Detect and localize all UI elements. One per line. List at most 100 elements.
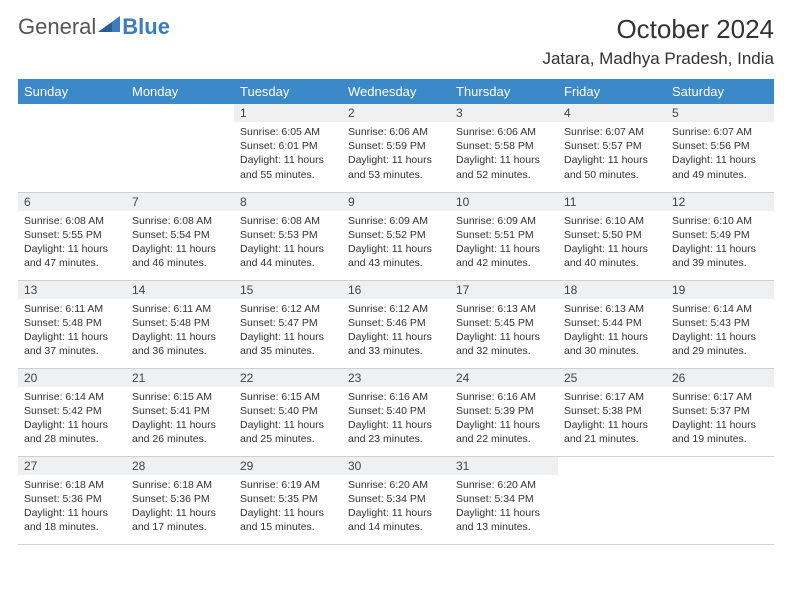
sunset-line: Sunset: 5:58 PM [456,139,552,153]
sunrise-line: Sunrise: 6:07 AM [672,125,768,139]
calendar-row: ....1Sunrise: 6:05 AMSunset: 6:01 PMDayl… [18,104,774,192]
sunset-line: Sunset: 5:36 PM [132,492,228,506]
calendar-cell: 3Sunrise: 6:06 AMSunset: 5:58 PMDaylight… [450,104,558,192]
calendar-cell: 21 Sunrise: 6:15 AMSunset: 5:41 PMDayligh… [126,368,234,456]
calendar-cell: 16Sunrise: 6:12 AMSunset: 5:46 PMDayligh… [342,280,450,368]
daylight-line: Daylight: 11 hours and 32 minutes. [456,330,552,358]
sunrise-line: Sunrise: 6:17 AM [672,390,768,404]
day-header: Friday [558,79,666,104]
day-number: 19 [666,281,774,299]
daylight-line: Daylight: 11 hours and 18 minutes. [24,506,120,534]
day-number: 21 [126,369,234,387]
day-details: Sunrise: 6:19 AMSunset: 5:35 PMDaylight:… [234,475,342,541]
month-title: October 2024 [542,14,774,45]
daylight-line: Daylight: 11 hours and 44 minutes. [240,242,336,270]
calendar-cell: 8Sunrise: 6:08 AMSunset: 5:53 PMDaylight… [234,192,342,280]
calendar-cell: 25Sunrise: 6:17 AMSunset: 5:38 PMDayligh… [558,368,666,456]
sunset-line: Sunset: 5:55 PM [24,228,120,242]
day-details: Sunrise: 6:12 AMSunset: 5:46 PMDaylight:… [342,299,450,365]
day-number: 24 [450,369,558,387]
day-number: 23 [342,369,450,387]
logo-text-1: General [18,14,96,40]
sunset-line: Sunset: 5:37 PM [672,404,768,418]
day-details: Sunrise: 6:11 AMSunset: 5:48 PMDaylight:… [126,299,234,365]
day-details: Sunrise: 6:08 AMSunset: 5:53 PMDaylight:… [234,211,342,277]
calendar-row: 6Sunrise: 6:08 AMSunset: 5:55 PMDaylight… [18,192,774,280]
daylight-line: Daylight: 11 hours and 55 minutes. [240,153,336,181]
sunset-line: Sunset: 5:48 PM [132,316,228,330]
daylight-line: Daylight: 11 hours and 26 minutes. [132,418,228,446]
sunrise-line: Sunrise: 6:10 AM [564,214,660,228]
daylight-line: Daylight: 11 hours and 35 minutes. [240,330,336,358]
calendar-cell: 6Sunrise: 6:08 AMSunset: 5:55 PMDaylight… [18,192,126,280]
day-header: Tuesday [234,79,342,104]
sunrise-line: Sunrise: 6:13 AM [456,302,552,316]
sunrise-line: Sunrise: 6:08 AM [132,214,228,228]
logo-text-2: Blue [122,14,170,40]
calendar-cell: .. [18,104,126,192]
sunset-line: Sunset: 5:39 PM [456,404,552,418]
sunrise-line: Sunrise: 6:14 AM [24,390,120,404]
day-number: 13 [18,281,126,299]
calendar-cell: 7Sunrise: 6:08 AMSunset: 5:54 PMDaylight… [126,192,234,280]
sunrise-line: Sunrise: 6:10 AM [672,214,768,228]
sunset-line: Sunset: 5:34 PM [456,492,552,506]
day-number: 18 [558,281,666,299]
sunset-line: Sunset: 5:51 PM [456,228,552,242]
sunset-line: Sunset: 5:46 PM [348,316,444,330]
sunrise-line: Sunrise: 6:08 AM [240,214,336,228]
day-number: 27 [18,457,126,475]
calendar-cell: 10Sunrise: 6:09 AMSunset: 5:51 PMDayligh… [450,192,558,280]
daylight-line: Daylight: 11 hours and 39 minutes. [672,242,768,270]
calendar-cell: 13Sunrise: 6:11 AMSunset: 5:48 PMDayligh… [18,280,126,368]
daylight-line: Daylight: 11 hours and 29 minutes. [672,330,768,358]
logo-icon [98,14,120,40]
day-details: Sunrise: 6:14 AMSunset: 5:43 PMDaylight:… [666,299,774,365]
daylight-line: Daylight: 11 hours and 43 minutes. [348,242,444,270]
day-details: Sunrise: 6:18 AMSunset: 5:36 PMDaylight:… [18,475,126,541]
calendar-cell: 29Sunrise: 6:19 AMSunset: 5:35 PMDayligh… [234,456,342,544]
sunset-line: Sunset: 5:40 PM [240,404,336,418]
daylight-line: Daylight: 11 hours and 52 minutes. [456,153,552,181]
calendar-cell: 15Sunrise: 6:12 AMSunset: 5:47 PMDayligh… [234,280,342,368]
sunset-line: Sunset: 5:42 PM [24,404,120,418]
day-header: Thursday [450,79,558,104]
sunset-line: Sunset: 5:41 PM [132,404,228,418]
sunset-line: Sunset: 5:53 PM [240,228,336,242]
sunset-line: Sunset: 5:50 PM [564,228,660,242]
sunset-line: Sunset: 5:43 PM [672,316,768,330]
day-number: 17 [450,281,558,299]
sunset-line: Sunset: 5:57 PM [564,139,660,153]
sunset-line: Sunset: 6:01 PM [240,139,336,153]
sunrise-line: Sunrise: 6:05 AM [240,125,336,139]
day-number: 11 [558,193,666,211]
calendar-cell: 11Sunrise: 6:10 AMSunset: 5:50 PMDayligh… [558,192,666,280]
day-details: Sunrise: 6:20 AMSunset: 5:34 PMDaylight:… [450,475,558,541]
daylight-line: Daylight: 11 hours and 40 minutes. [564,242,660,270]
sunrise-line: Sunrise: 6:06 AM [348,125,444,139]
daylight-line: Daylight: 11 hours and 49 minutes. [672,153,768,181]
sunrise-line: Sunrise: 6:08 AM [24,214,120,228]
sunset-line: Sunset: 5:47 PM [240,316,336,330]
sunrise-line: Sunrise: 6:06 AM [456,125,552,139]
sunset-line: Sunset: 5:34 PM [348,492,444,506]
day-details: Sunrise: 6:07 AMSunset: 5:57 PMDaylight:… [558,122,666,188]
sunrise-line: Sunrise: 6:13 AM [564,302,660,316]
day-details: Sunrise: 6:06 AMSunset: 5:58 PMDaylight:… [450,122,558,188]
sunset-line: Sunset: 5:45 PM [456,316,552,330]
sunrise-line: Sunrise: 6:15 AM [132,390,228,404]
day-number: 26 [666,369,774,387]
logo: General Blue [18,14,170,40]
day-details: Sunrise: 6:10 AMSunset: 5:50 PMDaylight:… [558,211,666,277]
day-header: Monday [126,79,234,104]
day-details: Sunrise: 6:09 AMSunset: 5:51 PMDaylight:… [450,211,558,277]
daylight-line: Daylight: 11 hours and 19 minutes. [672,418,768,446]
day-details: Sunrise: 6:05 AMSunset: 6:01 PMDaylight:… [234,122,342,188]
calendar-cell: .. [558,456,666,544]
day-details: Sunrise: 6:08 AMSunset: 5:54 PMDaylight:… [126,211,234,277]
daylight-line: Daylight: 11 hours and 36 minutes. [132,330,228,358]
day-number: 3 [450,104,558,122]
day-number: 29 [234,457,342,475]
calendar-cell: 27Sunrise: 6:18 AMSunset: 5:36 PMDayligh… [18,456,126,544]
calendar-row: 27Sunrise: 6:18 AMSunset: 5:36 PMDayligh… [18,456,774,544]
